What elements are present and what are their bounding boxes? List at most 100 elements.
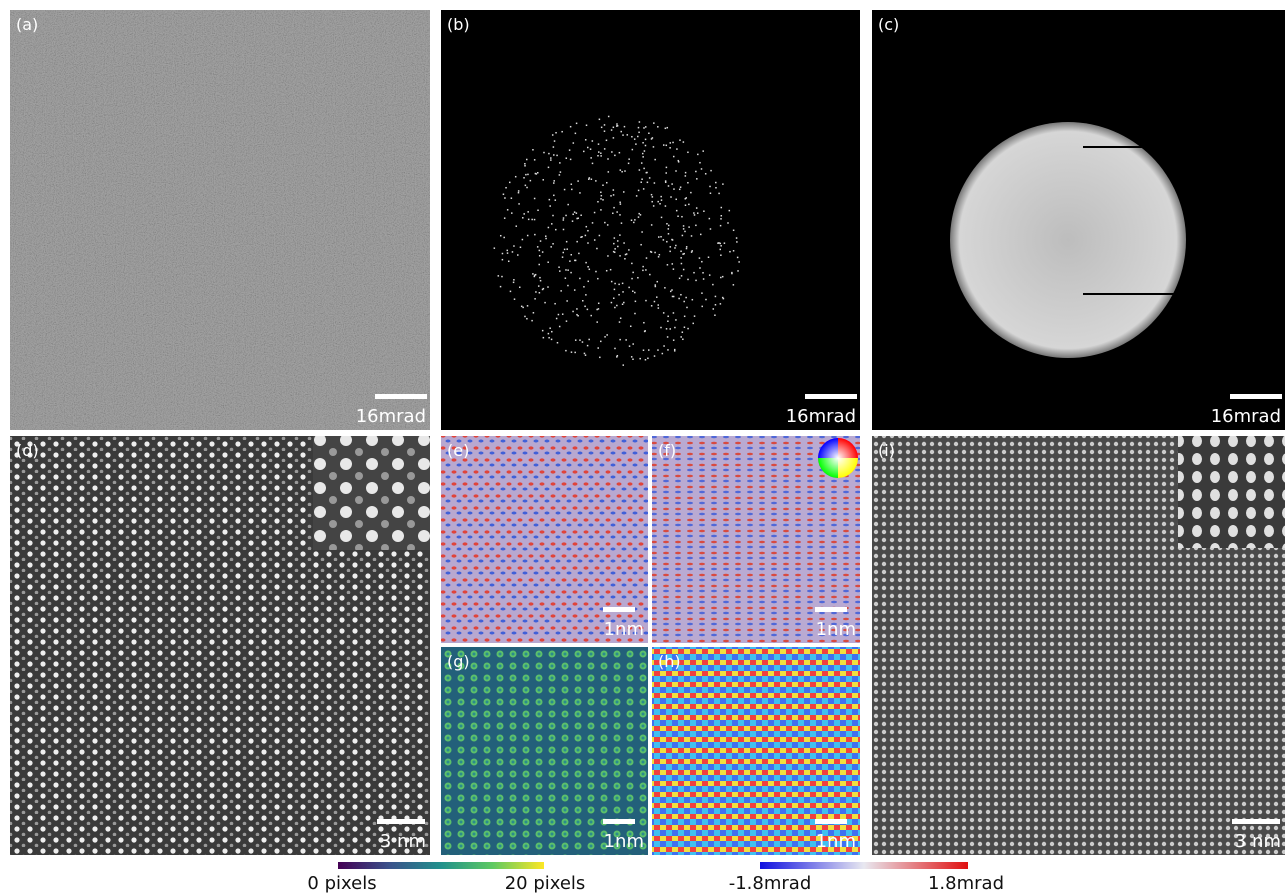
speckle bbox=[610, 280, 613, 283]
speckle bbox=[722, 297, 725, 300]
noise bbox=[10, 10, 430, 430]
speckle bbox=[542, 287, 545, 290]
speckle bbox=[619, 214, 621, 216]
speckle bbox=[678, 277, 681, 280]
speckle bbox=[569, 260, 571, 262]
speckle bbox=[728, 209, 731, 212]
speckle bbox=[619, 201, 621, 204]
speckle bbox=[662, 239, 665, 241]
speckle bbox=[510, 197, 513, 199]
speckle bbox=[660, 326, 662, 329]
speckle bbox=[721, 275, 724, 278]
colorbar-max: 1.8mrad bbox=[928, 873, 1004, 894]
speckle bbox=[675, 319, 677, 321]
speckle bbox=[619, 338, 621, 341]
speckle bbox=[714, 314, 716, 316]
speckle bbox=[651, 137, 654, 139]
speckle bbox=[630, 219, 633, 222]
speckle bbox=[566, 300, 568, 302]
labels: (a) 16mrad (b) 16mrad (c) 16mrad (d) 3 nm (e) 1nm… bbox=[16, 15, 1282, 852]
speckle bbox=[695, 170, 697, 173]
speckle bbox=[538, 263, 540, 266]
speckle bbox=[520, 305, 523, 308]
speckle bbox=[665, 166, 668, 169]
speckle bbox=[731, 271, 733, 274]
speckle bbox=[572, 213, 574, 216]
speckle bbox=[681, 234, 684, 237]
speckle bbox=[709, 192, 712, 195]
speckle bbox=[662, 312, 665, 314]
speckle bbox=[550, 338, 553, 341]
speckle bbox=[735, 237, 738, 239]
speckle bbox=[537, 285, 540, 287]
speckle bbox=[597, 347, 599, 349]
speckle bbox=[634, 219, 636, 221]
speckle bbox=[556, 154, 558, 157]
speckle bbox=[653, 122, 655, 124]
speckle bbox=[527, 218, 530, 221]
speckle bbox=[584, 305, 586, 308]
speckle bbox=[685, 247, 688, 250]
speckle bbox=[505, 186, 507, 189]
speckle bbox=[700, 168, 703, 170]
scale-bar bbox=[603, 607, 635, 612]
speckle bbox=[576, 217, 578, 220]
speckle bbox=[641, 152, 644, 155]
speckle bbox=[524, 184, 527, 187]
speckle bbox=[647, 357, 649, 360]
speckle bbox=[565, 214, 567, 217]
speckle bbox=[732, 229, 735, 232]
speckle bbox=[621, 303, 624, 306]
speckle bbox=[597, 200, 599, 203]
speckle bbox=[687, 327, 689, 330]
speckle bbox=[609, 268, 612, 271]
speckle bbox=[666, 336, 669, 338]
speckle bbox=[524, 165, 526, 167]
speckle bbox=[526, 234, 529, 237]
speckle bbox=[714, 295, 717, 298]
speckle bbox=[663, 345, 665, 347]
speckle bbox=[640, 181, 642, 183]
speckle bbox=[616, 123, 618, 125]
speckle bbox=[664, 205, 667, 207]
speckle bbox=[508, 181, 511, 184]
speckle bbox=[639, 357, 641, 360]
speckle bbox=[572, 310, 574, 313]
speckle bbox=[567, 269, 569, 271]
speckle bbox=[607, 171, 610, 173]
speckle bbox=[578, 252, 580, 255]
speckle bbox=[559, 162, 561, 164]
speckle bbox=[690, 191, 692, 194]
speckle bbox=[606, 224, 609, 226]
speckle bbox=[558, 174, 561, 176]
speckle bbox=[585, 124, 588, 127]
speckle bbox=[570, 271, 572, 274]
speckle bbox=[584, 354, 587, 356]
speckle bbox=[542, 179, 544, 181]
speckle bbox=[664, 181, 667, 184]
speckle bbox=[610, 129, 613, 131]
speckle bbox=[586, 344, 589, 347]
speckle bbox=[672, 268, 675, 270]
speckle bbox=[660, 195, 662, 198]
speckle bbox=[665, 172, 667, 174]
speckle bbox=[567, 284, 569, 287]
speckle bbox=[562, 219, 565, 221]
speckle bbox=[637, 135, 639, 138]
speckle bbox=[576, 240, 578, 243]
speckle bbox=[575, 212, 578, 214]
speckle bbox=[579, 339, 581, 341]
speckle bbox=[719, 242, 722, 245]
speckle bbox=[681, 215, 683, 218]
speckle bbox=[690, 235, 693, 237]
speckle bbox=[577, 180, 579, 182]
speckle bbox=[703, 210, 705, 212]
speckle bbox=[630, 356, 633, 358]
speckle bbox=[654, 285, 657, 288]
speckle bbox=[682, 228, 685, 230]
speckle bbox=[506, 209, 509, 211]
speckle bbox=[553, 194, 555, 197]
speckle bbox=[654, 284, 657, 286]
speckle bbox=[522, 306, 524, 309]
